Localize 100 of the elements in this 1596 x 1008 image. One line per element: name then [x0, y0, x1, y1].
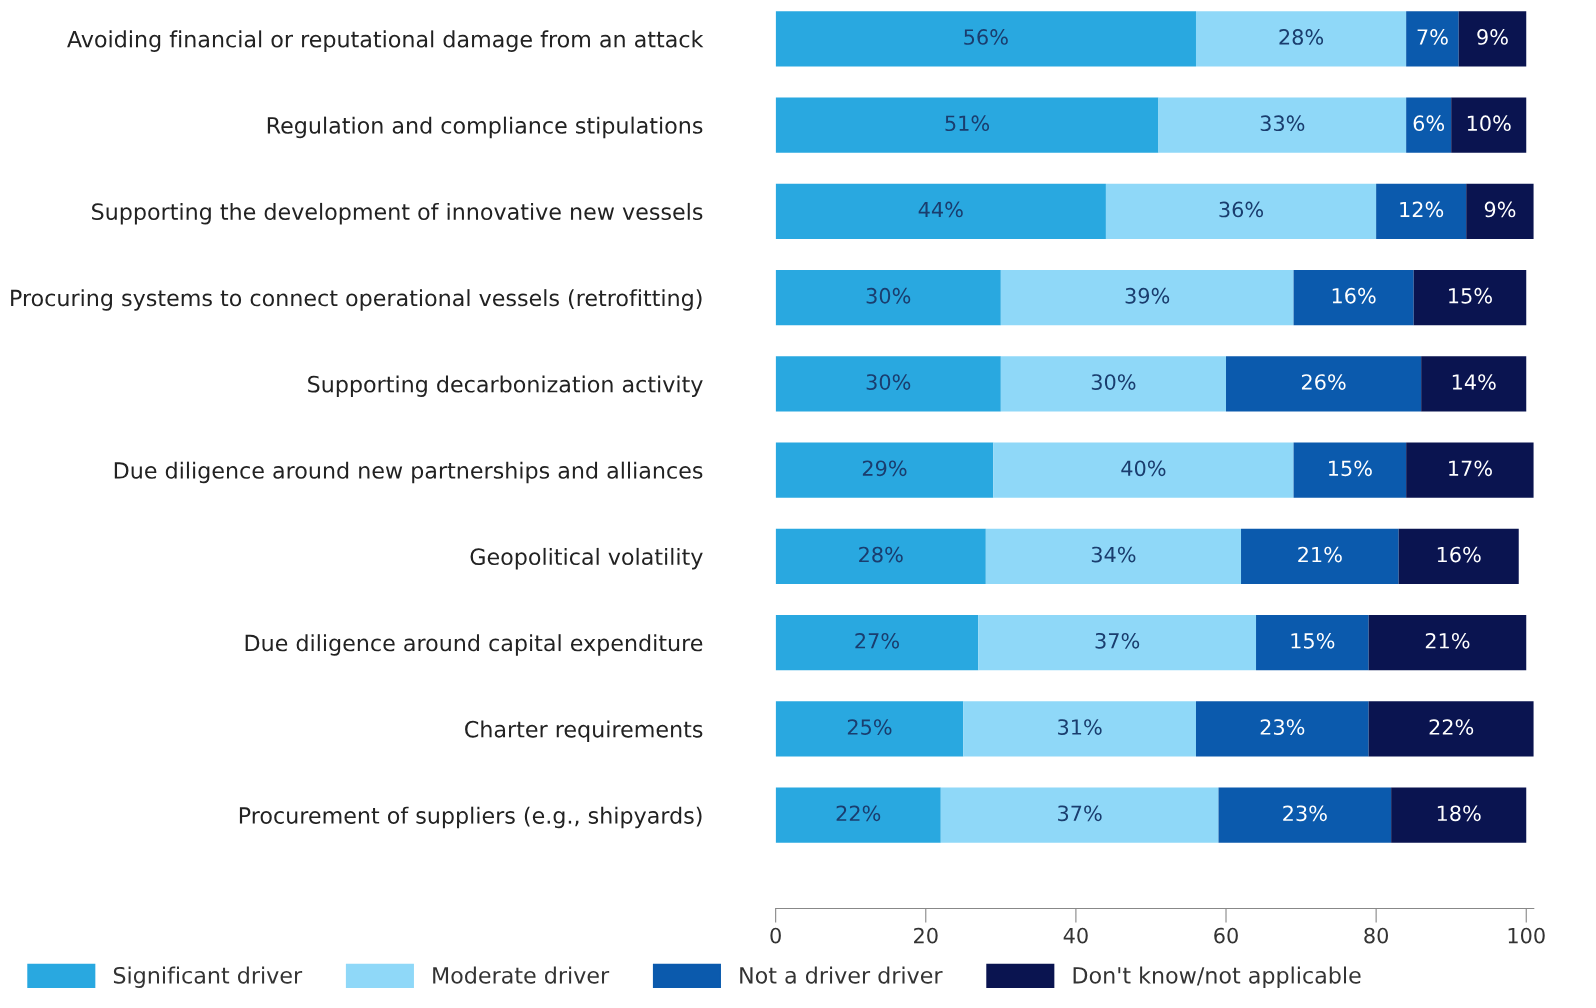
data-label: 44%: [918, 201, 963, 218]
data-label: 33%: [1260, 115, 1305, 132]
data-label: 7%: [1417, 29, 1448, 45]
data-label: 23%: [1283, 805, 1327, 822]
bar: [1000, 269, 1294, 326]
bar: [1406, 442, 1534, 498]
data-label: 40%: [1121, 460, 1166, 477]
bar: [775, 528, 986, 584]
x-tick-label: 60: [1214, 927, 1238, 944]
y-tick-label: Due diligence around capital expenditure: [245, 634, 703, 656]
x-tick-label: 100: [1508, 927, 1545, 944]
data-label: 28%: [1279, 29, 1324, 45]
bar: [775, 442, 994, 498]
bar: [1458, 11, 1527, 67]
data-label: 31%: [1058, 719, 1102, 735]
bar: [775, 269, 1001, 326]
y-tick-label: Procurement of suppliers (e.g., shipyards): [239, 806, 702, 829]
bar: [1293, 269, 1414, 326]
bar: [1195, 701, 1369, 757]
bar: [1241, 528, 1399, 584]
legend-label: Significant driver: [113, 966, 303, 988]
bar: [775, 11, 1196, 67]
y-tick-label: Avoiding financial or reputational damage from an attack: [67, 30, 704, 52]
data-label: 10%: [1467, 115, 1511, 132]
bar: [1195, 11, 1407, 67]
bar: [775, 615, 979, 671]
bar: [1218, 787, 1392, 843]
bar: [1413, 269, 1527, 326]
y-tick-label: Due diligence around new partnerships and alliances: [114, 461, 703, 484]
data-label: 51%: [945, 115, 990, 132]
data-label: 18%: [1437, 805, 1481, 822]
bar: [1293, 442, 1407, 498]
data-label: 9%: [1477, 29, 1508, 45]
data-label: 25%: [847, 719, 892, 735]
y-tick-label: Supporting the development of innovative new vessels: [92, 202, 703, 225]
data-label: 17%: [1449, 460, 1492, 477]
x-tick-label: 40: [1063, 927, 1088, 944]
y-tick-label: Supporting decarbonization activity: [308, 375, 703, 397]
y-tick-label: Procuring systems to connect operational vessels (retrofitting): [11, 289, 702, 311]
data-label: 22%: [1429, 719, 1474, 735]
bar: [1398, 528, 1519, 584]
y-tick-label: Regulation and compliance stipulations: [267, 116, 703, 139]
data-label: 16%: [1437, 546, 1481, 563]
bar: [1451, 97, 1527, 153]
data-label: 34%: [1091, 546, 1136, 563]
bar: [1256, 615, 1369, 671]
legend-label: Not a driver driver: [740, 966, 943, 984]
data-label: 15%: [1329, 460, 1372, 477]
bar: [1158, 97, 1407, 153]
data-label: 14%: [1452, 374, 1496, 390]
bar: [775, 356, 1001, 412]
bar: [993, 442, 1294, 498]
data-label: 27%: [855, 632, 899, 649]
data-label: 16%: [1332, 287, 1376, 304]
bar: [1376, 183, 1467, 239]
data-label: 9%: [1484, 201, 1516, 218]
data-label: 15%: [1449, 287, 1492, 304]
data-label: 15%: [1291, 632, 1335, 649]
bar: [775, 701, 964, 757]
y-tick-label: Charter requirements: [465, 720, 703, 742]
bar: [1105, 183, 1377, 239]
x-tick-label: 20: [914, 927, 938, 944]
data-label: 36%: [1219, 201, 1264, 218]
data-label: 30%: [1091, 374, 1136, 390]
bar: [775, 183, 1106, 239]
legend-label: Don't know/not applicable: [1073, 966, 1361, 988]
data-label: 37%: [1095, 632, 1140, 649]
data-label: 26%: [1301, 374, 1346, 390]
bar: [1391, 787, 1527, 843]
bar: [775, 787, 941, 843]
bar: [1406, 97, 1452, 153]
bar: [1368, 615, 1527, 671]
data-label: 6%: [1413, 115, 1445, 132]
bar: [963, 701, 1196, 757]
bar: [1000, 356, 1227, 412]
bar: [1466, 183, 1534, 239]
data-label: 21%: [1425, 632, 1470, 649]
bar: [1226, 356, 1422, 412]
x-tick-label: 80: [1364, 927, 1388, 944]
y-tick-label: Geopolitical volatility: [470, 547, 703, 570]
bar: [1421, 356, 1527, 412]
bar: [1368, 701, 1534, 757]
bar: [985, 528, 1242, 584]
data-label: 23%: [1260, 719, 1305, 735]
data-label: 30%: [866, 287, 911, 304]
bar: [1406, 11, 1459, 67]
data-label: 21%: [1298, 546, 1342, 563]
data-label: 22%: [836, 805, 881, 822]
data-label: 30%: [866, 374, 911, 390]
data-label: 56%: [964, 29, 1008, 45]
data-label: 28%: [859, 546, 903, 563]
data-label: 37%: [1058, 805, 1102, 822]
data-label: 39%: [1125, 287, 1170, 304]
bar: [940, 787, 1219, 843]
bar: [978, 615, 1257, 671]
x-tick-label: 0: [770, 927, 781, 944]
data-label: 12%: [1400, 201, 1444, 218]
legend-label: Moderate driver: [433, 966, 610, 984]
data-label: 29%: [862, 460, 907, 477]
bar: [775, 97, 1159, 153]
